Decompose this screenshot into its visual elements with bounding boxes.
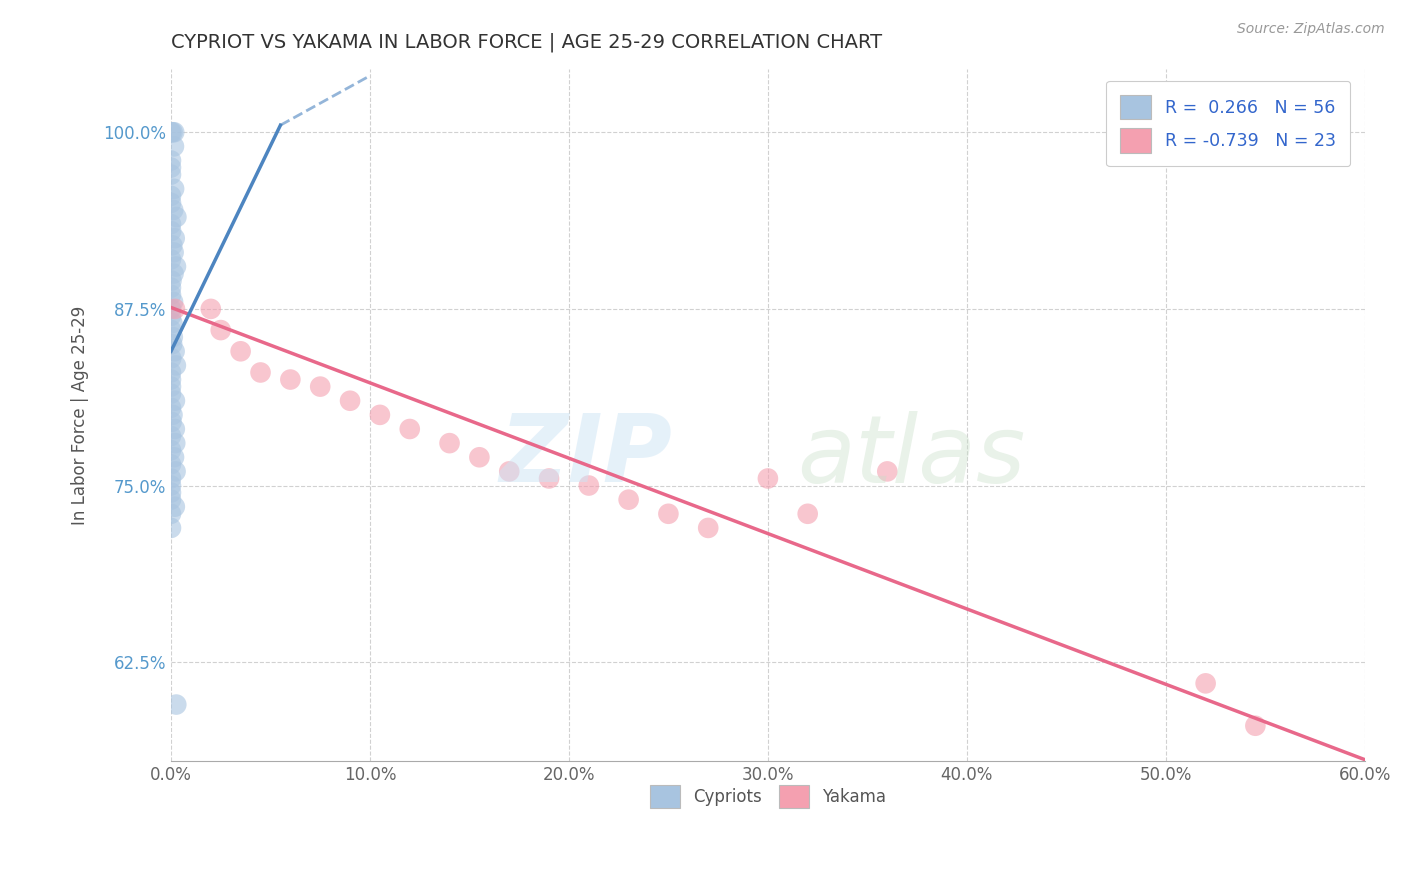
Point xyxy=(160,379,183,393)
Point xyxy=(160,471,183,485)
Text: CYPRIOT VS YAKAMA IN LABOR FORCE | AGE 25-29 CORRELATION CHART: CYPRIOT VS YAKAMA IN LABOR FORCE | AGE 2… xyxy=(172,33,882,53)
Point xyxy=(163,182,186,196)
Point xyxy=(468,450,491,465)
Point xyxy=(162,316,184,330)
Point xyxy=(498,464,520,478)
Point xyxy=(163,301,186,316)
Point xyxy=(165,210,187,224)
Point xyxy=(163,125,186,139)
Point xyxy=(163,500,186,514)
Point xyxy=(160,189,183,203)
Text: ZIP: ZIP xyxy=(499,410,672,502)
Legend: Cypriots, Yakama: Cypriots, Yakama xyxy=(643,778,893,815)
Point xyxy=(162,125,184,139)
Point xyxy=(160,125,183,139)
Point xyxy=(160,485,183,500)
Point xyxy=(697,521,720,535)
Point xyxy=(160,168,183,182)
Point xyxy=(209,323,232,337)
Point xyxy=(162,267,184,281)
Point xyxy=(162,408,184,422)
Point xyxy=(160,401,183,415)
Point xyxy=(160,415,183,429)
Point xyxy=(368,408,391,422)
Point xyxy=(162,238,184,252)
Point xyxy=(160,507,183,521)
Point xyxy=(1244,719,1267,733)
Point xyxy=(160,224,183,238)
Point xyxy=(163,231,186,245)
Point xyxy=(160,492,183,507)
Point xyxy=(439,436,461,450)
Point xyxy=(796,507,818,521)
Point xyxy=(160,443,183,458)
Point xyxy=(162,245,184,260)
Y-axis label: In Labor Force | Age 25-29: In Labor Force | Age 25-29 xyxy=(72,305,89,524)
Point xyxy=(163,450,186,465)
Point xyxy=(160,386,183,401)
Point xyxy=(162,202,184,217)
Point xyxy=(160,478,183,492)
Point xyxy=(160,309,183,323)
Point xyxy=(162,330,184,344)
Point xyxy=(160,521,183,535)
Point xyxy=(165,436,187,450)
Point xyxy=(163,393,186,408)
Point xyxy=(160,274,183,288)
Point xyxy=(160,153,183,168)
Point xyxy=(160,366,183,380)
Point xyxy=(160,337,183,351)
Point xyxy=(160,373,183,387)
Point xyxy=(162,294,184,309)
Text: Source: ZipAtlas.com: Source: ZipAtlas.com xyxy=(1237,22,1385,37)
Point xyxy=(398,422,420,436)
Point xyxy=(165,359,187,373)
Point xyxy=(578,478,600,492)
Point xyxy=(657,507,679,521)
Point xyxy=(617,492,640,507)
Point xyxy=(160,429,183,443)
Point xyxy=(756,471,779,485)
Point xyxy=(165,260,187,274)
Point xyxy=(163,139,186,153)
Point xyxy=(249,366,271,380)
Point xyxy=(309,379,332,393)
Point xyxy=(229,344,252,359)
Point xyxy=(163,422,186,436)
Point xyxy=(165,698,187,712)
Point xyxy=(160,301,183,316)
Point xyxy=(160,195,183,210)
Point xyxy=(1194,676,1216,690)
Point xyxy=(163,344,186,359)
Point xyxy=(339,393,361,408)
Point xyxy=(160,252,183,267)
Point xyxy=(160,287,183,301)
Point xyxy=(160,458,183,472)
Point xyxy=(160,281,183,295)
Point xyxy=(160,323,183,337)
Point xyxy=(280,373,302,387)
Point xyxy=(160,161,183,175)
Point xyxy=(160,217,183,231)
Text: atlas: atlas xyxy=(797,411,1025,502)
Point xyxy=(160,351,183,366)
Point xyxy=(876,464,898,478)
Point xyxy=(200,301,222,316)
Point xyxy=(165,464,187,478)
Point xyxy=(537,471,560,485)
